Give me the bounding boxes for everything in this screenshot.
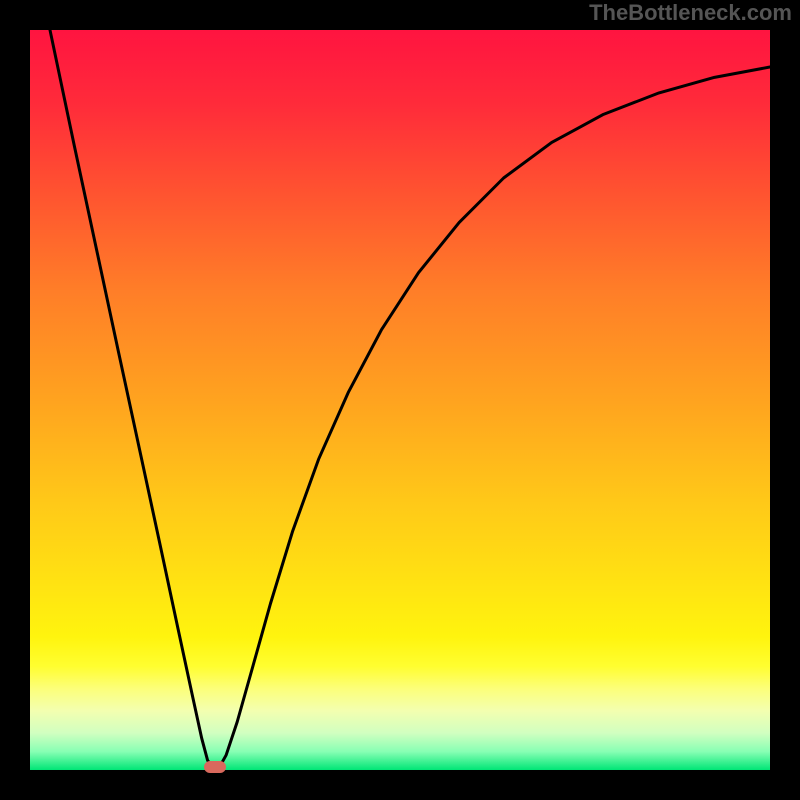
curve-layer	[30, 30, 770, 770]
bottleneck-marker	[204, 761, 226, 773]
bottleneck-curve	[50, 30, 770, 769]
chart-frame: TheBottleneck.com	[0, 0, 800, 800]
watermark-text: TheBottleneck.com	[589, 0, 792, 26]
plot-area	[30, 30, 770, 770]
